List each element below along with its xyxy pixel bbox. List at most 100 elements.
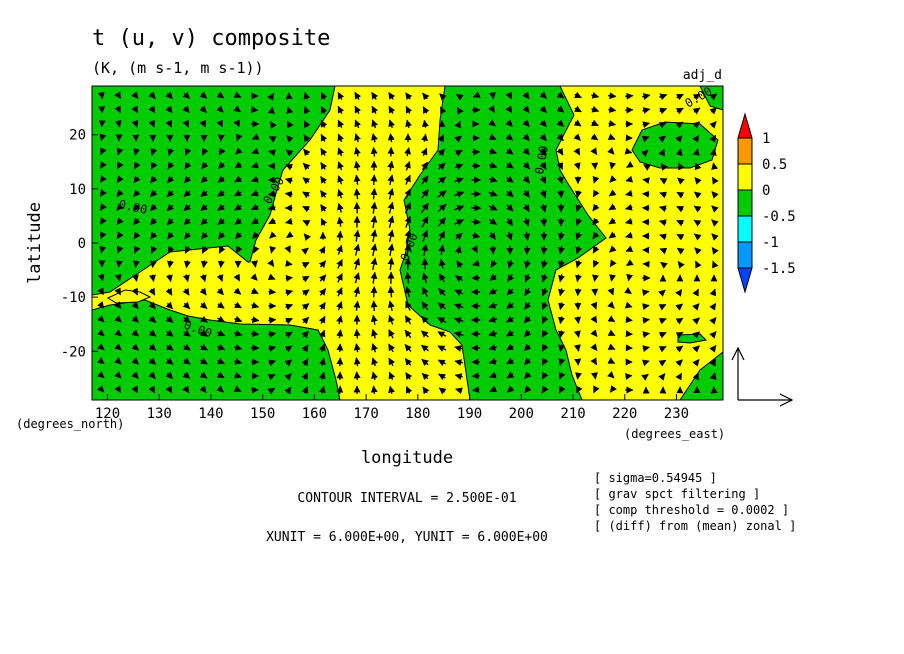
wind-vector (200, 329, 209, 337)
wind-vector (575, 218, 583, 227)
wind-vector (353, 272, 361, 284)
wind-vector (539, 133, 547, 142)
wind-vector (200, 343, 209, 351)
wind-vector (286, 120, 294, 129)
wind-vector (182, 357, 191, 365)
wind-vector (692, 317, 700, 325)
wind-vector (658, 373, 666, 381)
wind-vector (284, 373, 292, 381)
wind-vector (642, 121, 650, 129)
wind-vector (557, 218, 565, 227)
wind-vector (692, 107, 701, 115)
wind-vector (167, 245, 175, 254)
wind-vector (284, 345, 293, 353)
y-axis-label: latitude (25, 202, 45, 284)
wind-vector (388, 343, 395, 353)
wind-vector (371, 133, 378, 143)
wind-vector (200, 231, 209, 240)
wind-vector (150, 231, 158, 240)
wind-vector (404, 188, 412, 200)
wind-vector (114, 357, 122, 365)
wind-vector (217, 217, 226, 226)
wind-vector (625, 330, 633, 338)
wind-vector (659, 93, 668, 101)
wind-vector (166, 189, 175, 198)
wind-vector (556, 133, 564, 142)
wind-vector (626, 161, 634, 168)
wind-vector (454, 345, 464, 352)
wind-vector (692, 358, 700, 367)
wind-vector (709, 134, 717, 143)
wind-vector (694, 247, 702, 255)
wind-vector (319, 385, 326, 394)
contour-label: 0.00 (117, 197, 148, 217)
wind-vector (454, 219, 464, 226)
wind-vector (234, 301, 242, 309)
wind-vector (337, 91, 345, 100)
wind-vector (506, 161, 514, 169)
wind-vector (506, 371, 515, 379)
wind-vector (488, 302, 498, 309)
wind-vector (676, 205, 685, 213)
wind-vector (659, 107, 668, 115)
wind-vector (131, 315, 140, 323)
wind-vector (404, 243, 412, 257)
wind-vector (353, 243, 361, 256)
wind-vector (100, 231, 107, 240)
wind-vector (235, 245, 243, 254)
wind-vector (251, 330, 260, 338)
wind-vector (268, 135, 277, 143)
wind-vector (184, 161, 192, 170)
wind-vector (370, 257, 378, 270)
wind-vector (267, 190, 276, 198)
wind-vector (471, 218, 482, 226)
wind-vector (252, 231, 260, 240)
wind-vector (284, 177, 293, 185)
wind-vector (387, 201, 395, 214)
wind-vector (405, 385, 413, 394)
wind-vector (253, 245, 260, 254)
wind-vector (540, 245, 548, 255)
wind-vector (677, 261, 685, 269)
wind-vector (676, 219, 685, 227)
wind-vector (421, 161, 429, 171)
wind-vector (573, 147, 581, 156)
wind-vector (353, 300, 361, 311)
wind-vector (116, 161, 124, 170)
wind-vector (675, 317, 684, 325)
wind-vector (302, 219, 311, 227)
wind-vector (387, 160, 395, 171)
wind-vector (454, 163, 464, 171)
wind-vector (489, 385, 498, 393)
experiment-label: adj_d (683, 68, 722, 83)
wind-vector (251, 133, 260, 140)
wind-vector (541, 316, 549, 324)
wind-vector (165, 287, 173, 296)
wind-vector (488, 357, 497, 365)
wind-vector (218, 245, 226, 254)
wind-vector (488, 190, 498, 197)
wind-vector (201, 245, 209, 254)
wind-vector (642, 331, 650, 338)
wind-vector (184, 148, 192, 156)
wind-vector (711, 219, 719, 227)
wind-vector (97, 385, 105, 393)
wind-vector (539, 176, 547, 185)
wind-vector (404, 343, 412, 352)
wind-vector (370, 229, 378, 243)
wind-vector (387, 215, 395, 228)
wind-vector (182, 385, 190, 394)
wind-vector (709, 93, 718, 101)
wind-vector (353, 160, 361, 171)
x-tick-label: 180 (405, 406, 430, 422)
wind-vector (591, 162, 599, 170)
wind-vector (438, 162, 446, 170)
wind-vector (488, 232, 496, 240)
wind-vector (165, 329, 174, 337)
wind-vector (437, 134, 445, 143)
wind-vector (268, 330, 277, 338)
wind-vector (489, 161, 498, 169)
wind-vector (592, 203, 600, 212)
wind-vector (148, 371, 156, 380)
wind-vector (320, 190, 328, 198)
